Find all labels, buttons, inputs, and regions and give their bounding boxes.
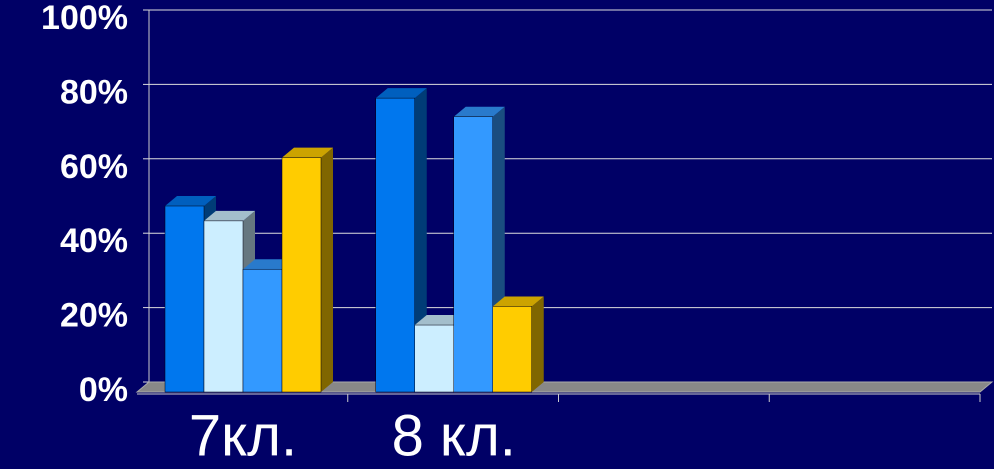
y-tick-label: 40% xyxy=(60,222,128,260)
bar-top xyxy=(414,315,466,326)
bar xyxy=(281,147,333,393)
bar-front xyxy=(203,220,244,393)
y-tick-label: 0% xyxy=(79,371,128,409)
bar-top xyxy=(453,106,505,117)
bar-side xyxy=(321,147,333,392)
bar-front xyxy=(281,157,322,393)
floor xyxy=(135,381,994,393)
bar xyxy=(375,88,427,393)
y-tick-label: 80% xyxy=(60,73,128,111)
bar-front xyxy=(453,116,493,393)
bar-top xyxy=(165,196,216,206)
x-tick-label: 7кл. xyxy=(189,403,297,468)
bar-front xyxy=(242,268,283,393)
y-tick-label: 60% xyxy=(60,148,128,186)
bar-top xyxy=(375,88,427,99)
bar-front xyxy=(414,324,454,393)
bar-top xyxy=(282,147,333,158)
bar-side xyxy=(531,296,544,392)
bar-top xyxy=(243,259,294,270)
bar xyxy=(492,296,544,393)
x-tick-label: 8 кл. xyxy=(392,403,516,468)
bar-front xyxy=(375,97,415,393)
bar-side xyxy=(414,88,427,393)
bar-front xyxy=(164,205,205,393)
bar-top xyxy=(492,296,544,307)
bar-top xyxy=(204,210,255,221)
y-tick-label: 100% xyxy=(41,0,128,37)
y-tick-label: 20% xyxy=(60,297,128,335)
bar-front xyxy=(492,306,532,393)
